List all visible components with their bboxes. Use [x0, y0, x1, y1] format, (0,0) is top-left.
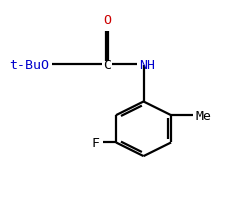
- Text: O: O: [103, 14, 111, 27]
- Text: C: C: [103, 58, 111, 71]
- Text: Me: Me: [196, 109, 212, 122]
- Text: NH: NH: [139, 58, 155, 71]
- Text: F: F: [92, 136, 99, 149]
- Text: t-BuO: t-BuO: [9, 58, 49, 71]
